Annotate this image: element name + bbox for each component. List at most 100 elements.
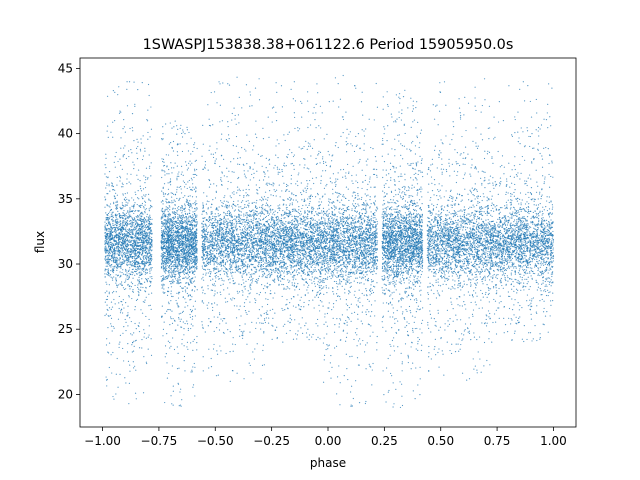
data-point <box>131 226 133 228</box>
data-point <box>122 241 124 243</box>
data-point <box>166 256 168 258</box>
data-point <box>166 377 169 379</box>
data-point <box>182 321 184 323</box>
data-point <box>162 249 164 251</box>
data-point <box>128 258 130 260</box>
data-point <box>161 139 163 141</box>
data-point <box>208 217 210 219</box>
data-point <box>149 246 151 248</box>
data-point <box>116 259 118 261</box>
data-point <box>134 191 136 193</box>
data-point <box>189 316 192 318</box>
data-point <box>138 330 141 333</box>
data-point <box>131 351 133 353</box>
data-point <box>115 207 117 210</box>
data-point <box>136 257 138 259</box>
data-point <box>105 268 107 270</box>
data-point <box>112 216 114 219</box>
data-point <box>160 280 163 282</box>
data-point <box>118 250 120 252</box>
data-point <box>187 202 189 204</box>
data-point <box>104 196 106 198</box>
data-point <box>135 215 137 218</box>
data-point <box>259 256 261 258</box>
data-point <box>177 236 180 238</box>
data-point <box>178 293 180 295</box>
data-point <box>184 203 186 205</box>
data-point <box>191 258 194 260</box>
data-point <box>148 167 151 169</box>
data-point <box>105 313 107 315</box>
data-point <box>116 229 118 232</box>
data-point <box>116 266 118 268</box>
data-point <box>140 309 142 311</box>
data-point <box>124 238 127 241</box>
data-point <box>105 222 108 225</box>
data-point <box>217 263 219 265</box>
data-point <box>141 268 143 270</box>
data-point <box>145 261 147 263</box>
data-point <box>247 257 249 259</box>
data-point <box>149 242 152 244</box>
data-point <box>132 240 135 242</box>
data-point <box>160 227 163 229</box>
data-point <box>167 276 170 278</box>
data-point <box>129 263 131 265</box>
data-point <box>174 216 177 218</box>
data-point <box>166 226 168 228</box>
data-point <box>188 238 190 240</box>
data-point <box>184 234 186 236</box>
data-point <box>116 246 118 248</box>
data-point <box>111 227 113 230</box>
data-point <box>181 311 184 313</box>
data-point <box>112 268 114 270</box>
data-point <box>173 230 175 232</box>
data-point <box>182 251 184 253</box>
data-point <box>176 253 178 255</box>
data-point <box>224 195 226 197</box>
data-point <box>132 161 134 163</box>
data-point <box>145 257 147 260</box>
data-point <box>233 256 236 259</box>
data-point <box>195 243 197 245</box>
data-point <box>182 215 185 217</box>
data-point <box>114 120 116 122</box>
data-point <box>116 248 118 250</box>
data-point <box>118 243 120 245</box>
data-point <box>172 245 174 247</box>
data-point <box>176 244 178 247</box>
data-point <box>144 264 146 266</box>
data-point <box>190 238 192 240</box>
data-point <box>113 239 115 241</box>
data-point <box>139 258 142 260</box>
data-point <box>161 221 163 223</box>
data-point <box>126 198 128 200</box>
data-point <box>184 286 186 288</box>
data-point <box>189 242 191 244</box>
data-point <box>170 318 172 320</box>
data-point <box>146 269 148 271</box>
data-point <box>126 81 128 83</box>
data-point <box>130 245 133 247</box>
data-point <box>115 279 117 282</box>
data-point <box>185 256 187 258</box>
data-point <box>146 252 148 254</box>
data-point <box>183 246 185 248</box>
data-point <box>172 140 175 143</box>
data-point <box>133 332 135 334</box>
data-point <box>209 259 211 261</box>
data-point <box>123 198 126 200</box>
data-point <box>107 352 110 354</box>
data-point <box>183 243 185 245</box>
data-point <box>143 267 145 269</box>
data-point <box>194 173 196 176</box>
data-point <box>133 340 135 342</box>
data-point <box>122 156 124 158</box>
data-point <box>179 285 181 287</box>
data-point <box>140 271 142 273</box>
data-point <box>134 221 136 223</box>
data-point <box>192 265 194 267</box>
data-point <box>128 261 130 263</box>
data-point <box>180 254 183 256</box>
data-point <box>110 131 112 133</box>
